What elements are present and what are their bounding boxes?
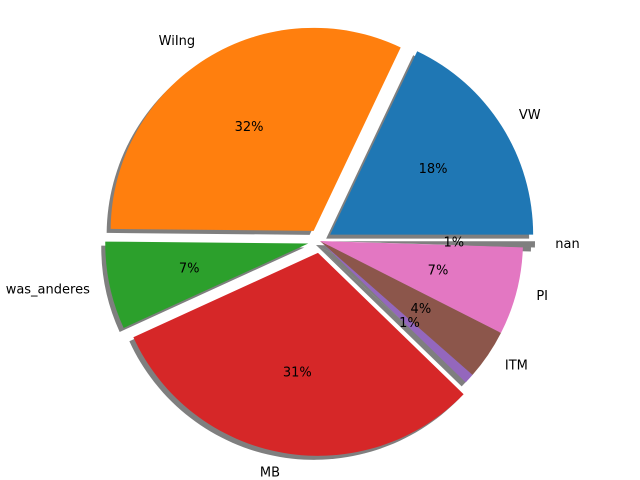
slice-itm-5 [320, 241, 502, 375]
pie-wedges [105, 27, 535, 456]
slice-unlabeled-4 [320, 241, 473, 383]
slice-label-mb-3: MB [260, 465, 280, 480]
slice-pct-wiing-1: 32% [235, 120, 264, 135]
slice-pct-pi-6: 7% [428, 264, 449, 279]
slice-was-anderes-2 [105, 241, 309, 328]
slice-label-pi-6: PI [536, 289, 548, 304]
slice-label-nan-7: nan [555, 237, 579, 252]
slice-pct-was-anderes-2: 7% [179, 261, 200, 276]
slice-pct-unlabeled-4: 1% [399, 316, 420, 331]
slice-pct-itm-5: 4% [411, 302, 432, 317]
slice-pct-mb-3: 31% [283, 365, 312, 380]
slice-label-vw-0: VW [519, 108, 541, 123]
slice-vw-0 [330, 51, 534, 235]
slice-nan-7 [331, 241, 535, 248]
slice-label-itm-5: ITM [505, 359, 528, 374]
slice-wiing-1 [110, 27, 401, 231]
slice-mb-3 [133, 252, 464, 456]
slice-label-wiing-1: WiIng [159, 34, 196, 49]
slice-pct-nan-7: 1% [443, 236, 464, 251]
slice-pi-6 [320, 241, 523, 333]
slice-labels: VW WiIng was_anderes MB ITM PI nan [6, 34, 580, 480]
slice-shadow-unlabeled-4 [316, 245, 469, 387]
slice-percent-labels: 18%32%7%31%1%4%7%1% [179, 120, 464, 380]
slice-pct-vw-0: 18% [419, 162, 448, 177]
slice-label-was-anderes-2: was_anderes [6, 283, 90, 298]
